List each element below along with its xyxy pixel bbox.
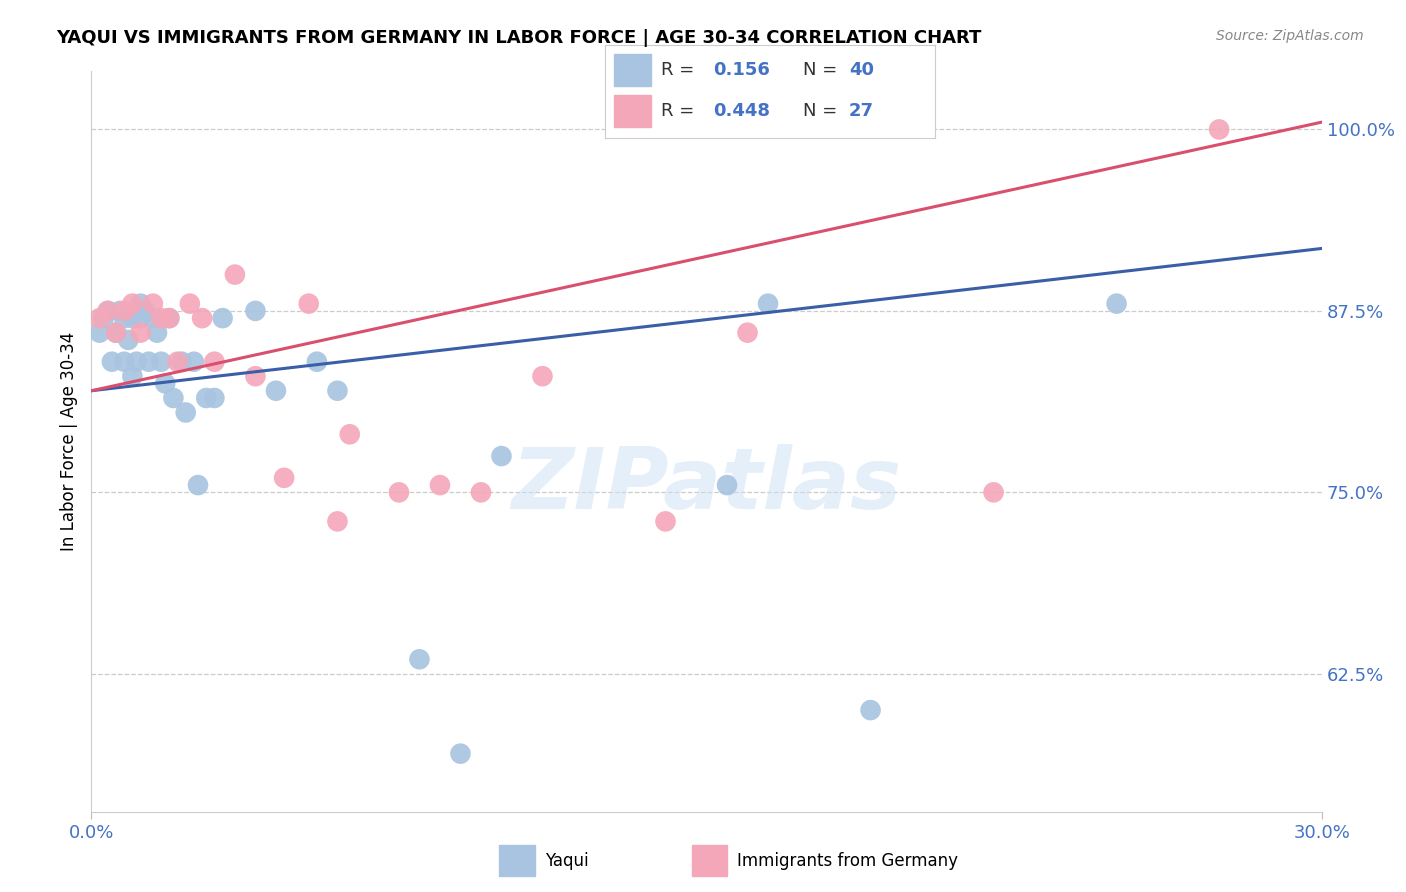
Point [97, 304, 120, 318]
Point [429, 478, 451, 492]
Point [129, 326, 152, 340]
Point [105, 326, 127, 340]
Text: N =: N = [803, 61, 842, 78]
Text: ZIPatlas: ZIPatlas [512, 444, 901, 527]
Point [716, 478, 738, 492]
Point [134, 304, 156, 318]
Point [129, 296, 152, 310]
Point [153, 376, 177, 391]
Bar [614, 54, 651, 86]
Point [166, 354, 188, 368]
Point [105, 326, 127, 340]
Point [162, 391, 184, 405]
Point [170, 354, 193, 368]
Text: 27: 27 [849, 102, 875, 120]
Point [138, 354, 160, 368]
Point [449, 747, 471, 761]
Text: R =: R = [661, 102, 700, 120]
Point [89, 326, 111, 340]
Point [121, 296, 143, 310]
Point [97, 304, 120, 318]
Point [187, 478, 209, 492]
Point [191, 311, 214, 326]
Point [121, 369, 143, 384]
Point [388, 485, 411, 500]
Text: 40: 40 [849, 61, 875, 78]
Point [108, 304, 131, 318]
Text: Immigrants from Germany: Immigrants from Germany [737, 852, 959, 870]
Point [112, 311, 135, 326]
Point [211, 311, 233, 326]
Point [117, 333, 139, 347]
Point [129, 311, 152, 326]
Point [93, 311, 115, 326]
Text: 0.448: 0.448 [714, 102, 770, 120]
Point [157, 311, 180, 326]
Point [174, 405, 197, 419]
Point [1208, 122, 1230, 136]
Text: R =: R = [661, 61, 700, 78]
Point [150, 311, 173, 326]
Point [339, 427, 361, 442]
Text: 0.156: 0.156 [714, 61, 770, 78]
Text: Source: ZipAtlas.com: Source: ZipAtlas.com [1216, 29, 1364, 43]
Point [146, 326, 169, 340]
Point [183, 354, 205, 368]
Text: YAQUI VS IMMIGRANTS FROM GERMANY IN LABOR FORCE | AGE 30-34 CORRELATION CHART: YAQUI VS IMMIGRANTS FROM GERMANY IN LABO… [56, 29, 981, 46]
Text: Yaqui: Yaqui [546, 852, 589, 870]
Point [491, 449, 513, 463]
Point [983, 485, 1005, 500]
Point [202, 354, 225, 368]
Point [305, 354, 328, 368]
Point [142, 296, 165, 310]
Point [408, 652, 430, 666]
Point [859, 703, 882, 717]
Point [470, 485, 492, 500]
Point [326, 384, 349, 398]
Point [150, 354, 173, 368]
Bar [614, 95, 651, 127]
Point [1105, 296, 1128, 310]
Point [179, 296, 201, 310]
Point [224, 268, 246, 282]
Point [121, 311, 143, 326]
Point [531, 369, 554, 384]
Point [264, 384, 287, 398]
Point [654, 515, 676, 529]
Point [101, 354, 124, 368]
Bar [499, 846, 534, 876]
Text: N =: N = [803, 102, 842, 120]
Point [298, 296, 321, 310]
Point [89, 311, 111, 326]
Point [756, 296, 779, 310]
Point [142, 311, 165, 326]
Point [125, 354, 148, 368]
Point [245, 369, 267, 384]
Point [273, 471, 295, 485]
Point [245, 304, 267, 318]
Point [737, 326, 759, 340]
Point [157, 311, 180, 326]
Point [112, 304, 135, 318]
Point [326, 515, 349, 529]
Bar [692, 846, 727, 876]
Y-axis label: In Labor Force | Age 30-34: In Labor Force | Age 30-34 [59, 332, 77, 551]
Point [202, 391, 225, 405]
Point [112, 354, 135, 368]
Point [195, 391, 218, 405]
